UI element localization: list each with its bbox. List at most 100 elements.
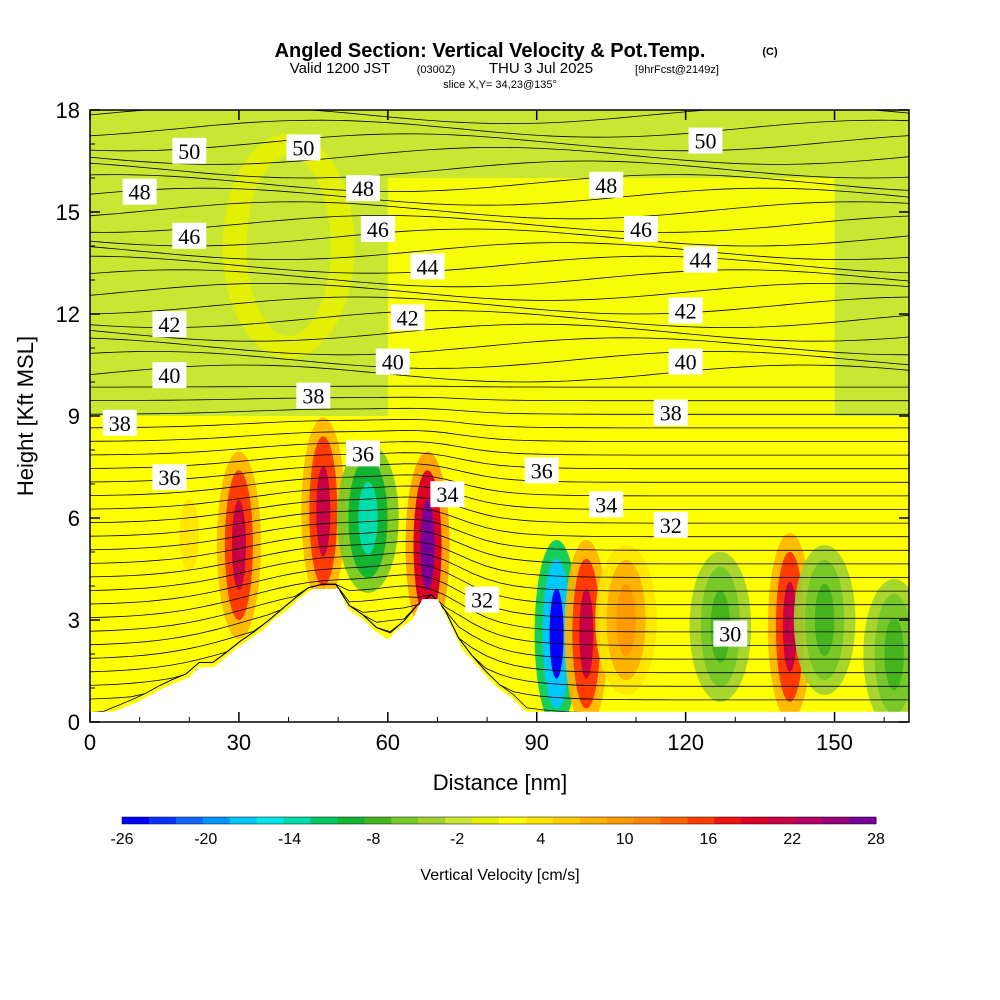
colorbar-swatch	[445, 817, 473, 824]
velocity-cell-core	[549, 588, 564, 679]
isentrope-label-text: 40	[158, 363, 180, 388]
colorbar-tick-label: -8	[366, 831, 380, 848]
isentrope-label-box	[360, 216, 395, 242]
isentrope-label-text: 48	[352, 176, 374, 201]
isentrope-label-box	[589, 171, 624, 198]
isentrope-label-text: 48	[129, 180, 151, 205]
isentrope-line	[90, 485, 909, 510]
colorbar-swatch	[822, 817, 850, 824]
valid-time-prefix: Valid 1200 JST	[290, 60, 391, 77]
isentrope-label: 48	[346, 175, 380, 202]
isentrope-line	[90, 463, 909, 483]
isentrope-label-text: 46	[178, 224, 200, 249]
isentrope-label: 38	[102, 409, 137, 436]
isentrope-label-text: 48	[595, 173, 617, 198]
isentrope-label-box	[668, 297, 703, 324]
valid-time-utc: (0300Z)	[417, 64, 456, 76]
colorbar-swatch	[391, 817, 419, 824]
x-tick-label: 150	[816, 730, 853, 755]
isentrope-line	[90, 474, 909, 497]
isentrope-label: 40	[375, 348, 410, 375]
velocity-cell-core	[316, 466, 331, 557]
isentrope-line	[393, 110, 448, 111]
y-tick-label: 12	[56, 302, 80, 327]
colorbar-swatch	[579, 817, 608, 824]
isentrope-label-box	[375, 348, 410, 375]
forecast-info: [9hrFcst@2149z]	[635, 64, 719, 76]
isentrope-line	[90, 396, 909, 402]
isentrope-line	[90, 583, 909, 633]
isentrope-line	[90, 583, 909, 674]
colorbar-swatch	[418, 817, 446, 824]
isentrope-line	[90, 337, 909, 356]
x-tick-label: 60	[376, 730, 400, 755]
colorbar-swatch	[256, 817, 285, 824]
isentrope-label: 48	[589, 171, 624, 198]
colorbar-swatch	[552, 817, 581, 824]
isentrope-label-box	[152, 362, 187, 389]
isentrope-label: 32	[653, 511, 688, 538]
colorbar-swatch	[849, 817, 877, 824]
isentrope-line	[90, 160, 909, 179]
isentrope-label: 32	[465, 586, 500, 613]
colorbar-swatch	[741, 817, 769, 824]
velocity-field	[90, 110, 909, 722]
isentrope-label-box	[122, 178, 157, 205]
ground-strip	[90, 711, 909, 722]
isentrope-line	[90, 133, 909, 152]
y-axis-label: Height [Kft MSL]	[13, 336, 38, 496]
isentrope-label-box	[430, 481, 465, 508]
isentrope-label-box	[524, 457, 559, 484]
y-tick-label: 3	[68, 608, 80, 633]
velocity-cell-core	[579, 588, 594, 679]
isentrope-label: 42	[152, 311, 187, 338]
velocity-cell-core	[231, 500, 246, 591]
colorbar-swatch	[525, 817, 554, 824]
isentrope-label: 46	[623, 216, 658, 242]
slice-info: slice X,Y= 34,23@135°	[443, 79, 557, 91]
isentrope-label-box	[589, 491, 624, 518]
isentrope-label: 44	[683, 246, 718, 273]
isentrope-label-text: 38	[302, 384, 324, 409]
isentrope-label-text: 46	[367, 217, 389, 242]
isentrope-label-box	[296, 382, 331, 409]
chart-title-suffix: (C)	[762, 46, 778, 58]
isentrope-label-text: 32	[660, 513, 682, 538]
isentrope-label-box	[683, 246, 718, 273]
colorbar-swatch	[310, 817, 338, 824]
isentrope-line	[90, 228, 909, 247]
isentrope-label-box	[668, 348, 703, 375]
isentrope-label: 50	[688, 127, 723, 154]
isentrope-label-box	[152, 311, 187, 338]
isentrope-label-text: 40	[675, 350, 697, 375]
isentrope-line	[90, 187, 909, 206]
colorbar-swatch	[606, 817, 635, 824]
isentrope-label: 48	[122, 178, 157, 205]
isentrope-line	[90, 552, 909, 592]
velocity-cell-core	[884, 618, 904, 690]
isentrope-line	[90, 174, 909, 192]
isentrope-line	[90, 255, 909, 274]
isentrope-line	[90, 296, 909, 315]
isentrope-label-text: 34	[595, 492, 617, 517]
isentrope-label-text: 36	[158, 465, 180, 490]
isentrope-label-text: 50	[292, 135, 314, 160]
isentrope-line	[90, 146, 909, 165]
isentrope-label: 36	[346, 440, 380, 467]
velocity-cell-core	[179, 499, 200, 571]
isentrope-label: 42	[390, 304, 425, 331]
colorbar-swatch	[229, 817, 258, 824]
colorbar-tick-label: 22	[783, 831, 801, 848]
isentrope-line	[90, 364, 909, 383]
isentrope-label-text: 42	[397, 305, 419, 330]
colorbar-swatch	[283, 817, 311, 824]
isentrope-line	[90, 529, 909, 565]
colorbar-swatch	[714, 817, 742, 824]
isentrope-line	[90, 119, 909, 138]
isentrope-label-text: 44	[417, 254, 439, 279]
isentrope-label-text: 32	[471, 588, 493, 613]
isentrope-line	[90, 583, 909, 660]
colorbar: -26 -20 -14 -8 -2 4 10 16 22 28	[110, 816, 885, 848]
